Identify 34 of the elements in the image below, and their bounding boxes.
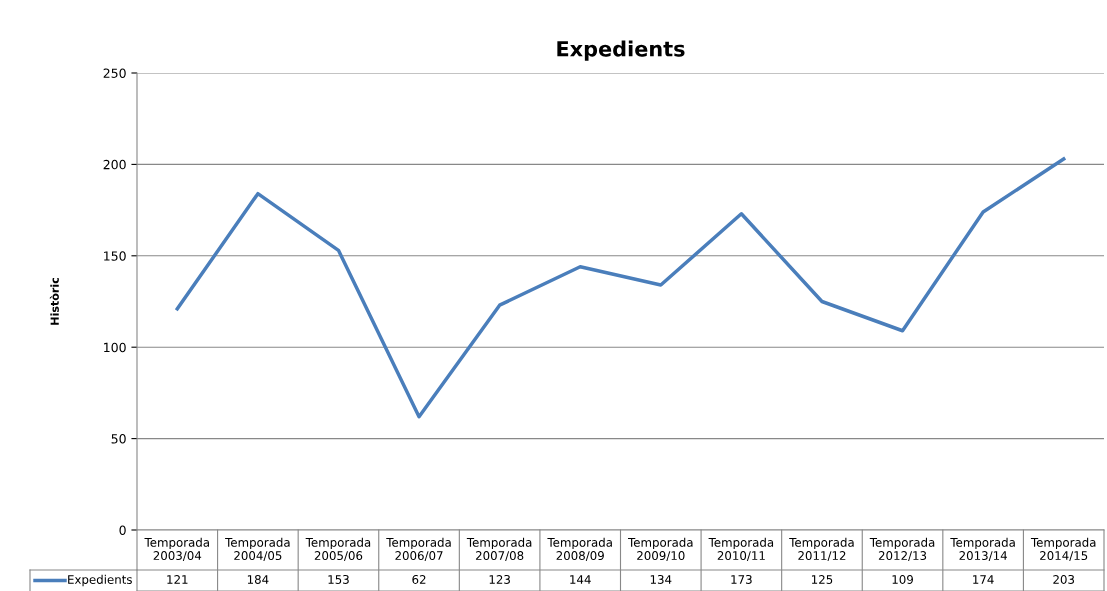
x-tick-label: Temporada 2012/13 bbox=[869, 537, 935, 561]
y-tick-label: 150 bbox=[104, 251, 126, 261]
data-label: 153 bbox=[328, 575, 349, 584]
y-axis-title: Històric bbox=[49, 277, 59, 325]
x-tick-label: Temporada 2013/14 bbox=[950, 537, 1015, 561]
y-tick-label: 200 bbox=[103, 159, 126, 170]
data-label: 62 bbox=[412, 575, 426, 584]
data-label: 203 bbox=[1053, 575, 1075, 584]
data-label: 184 bbox=[247, 575, 269, 584]
y-tick-label: 0 bbox=[119, 525, 126, 535]
x-tick-label: Temporada 2009/10 bbox=[628, 537, 693, 561]
data-label: 125 bbox=[811, 575, 833, 584]
x-tick-label: Temporada 2010/11 bbox=[708, 537, 774, 561]
y-tick-label: 250 bbox=[103, 68, 126, 78]
data-label: 121 bbox=[167, 575, 188, 584]
x-tick-label: Temporada 2008/09 bbox=[547, 537, 612, 561]
y-tick-label: 50 bbox=[111, 434, 126, 444]
legend-label: Expedients bbox=[68, 574, 132, 587]
x-tick-label: Temporada 2007/08 bbox=[466, 537, 532, 561]
chart-title: Expedients bbox=[557, 40, 685, 61]
data-label: 174 bbox=[973, 575, 994, 584]
x-tick-label: Temporada 2005/06 bbox=[305, 537, 371, 561]
x-tick-label: Temporada 2014/15 bbox=[1030, 537, 1096, 561]
y-tick-label: 100 bbox=[104, 342, 126, 353]
x-tick-label: Temporada 2011/12 bbox=[789, 537, 854, 561]
data-label: 134 bbox=[650, 575, 672, 584]
x-tick-label: Temporada 2003/04 bbox=[144, 537, 209, 561]
data-label: 109 bbox=[892, 575, 913, 584]
line-series bbox=[175, 157, 1066, 419]
data-label: 144 bbox=[570, 575, 591, 584]
x-tick-label: Temporada 2006/07 bbox=[386, 537, 451, 561]
x-tick-label: Temporada 2004/05 bbox=[225, 537, 290, 561]
data-label: 173 bbox=[731, 575, 752, 584]
data-label: 123 bbox=[489, 575, 510, 584]
